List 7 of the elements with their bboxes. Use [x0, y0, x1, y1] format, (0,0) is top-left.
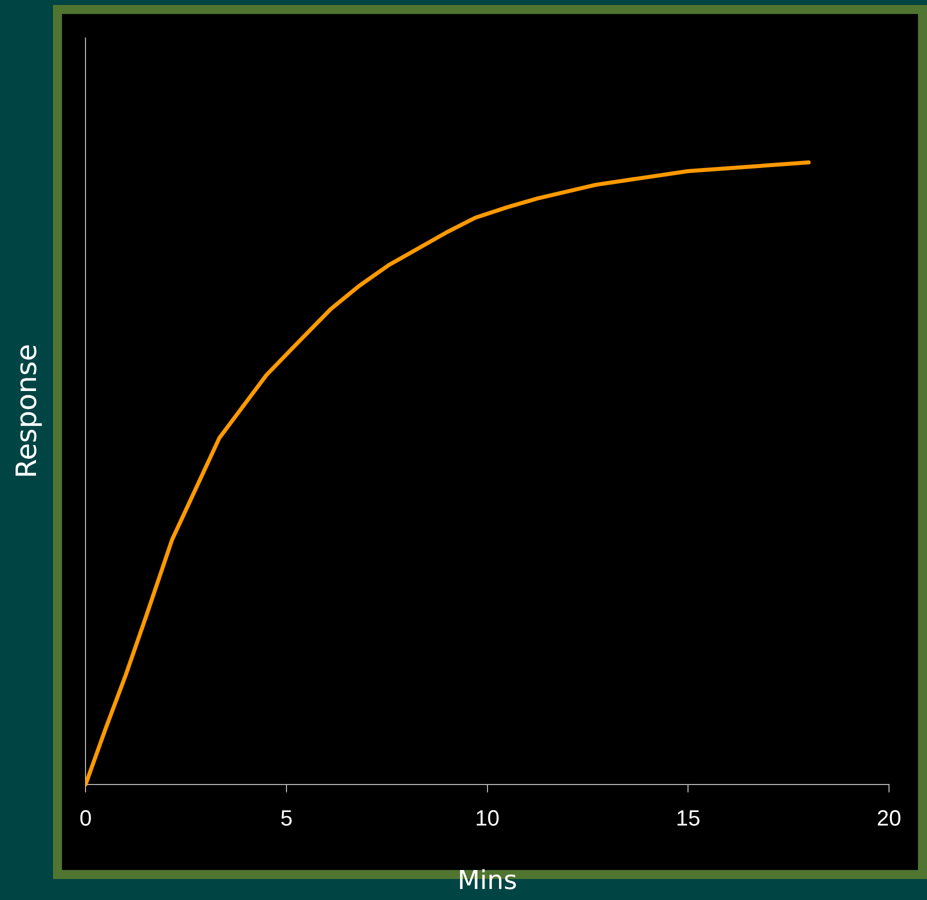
y-axis-title: Response: [10, 344, 44, 478]
x-axis-title: Mins: [457, 866, 518, 896]
x-tick-label: 15: [676, 806, 700, 831]
x-tick-label: 0: [79, 806, 92, 831]
x-tick-label: 10: [475, 806, 500, 831]
x-tick-label: 5: [280, 806, 293, 831]
x-tick-label: 20: [876, 806, 902, 831]
